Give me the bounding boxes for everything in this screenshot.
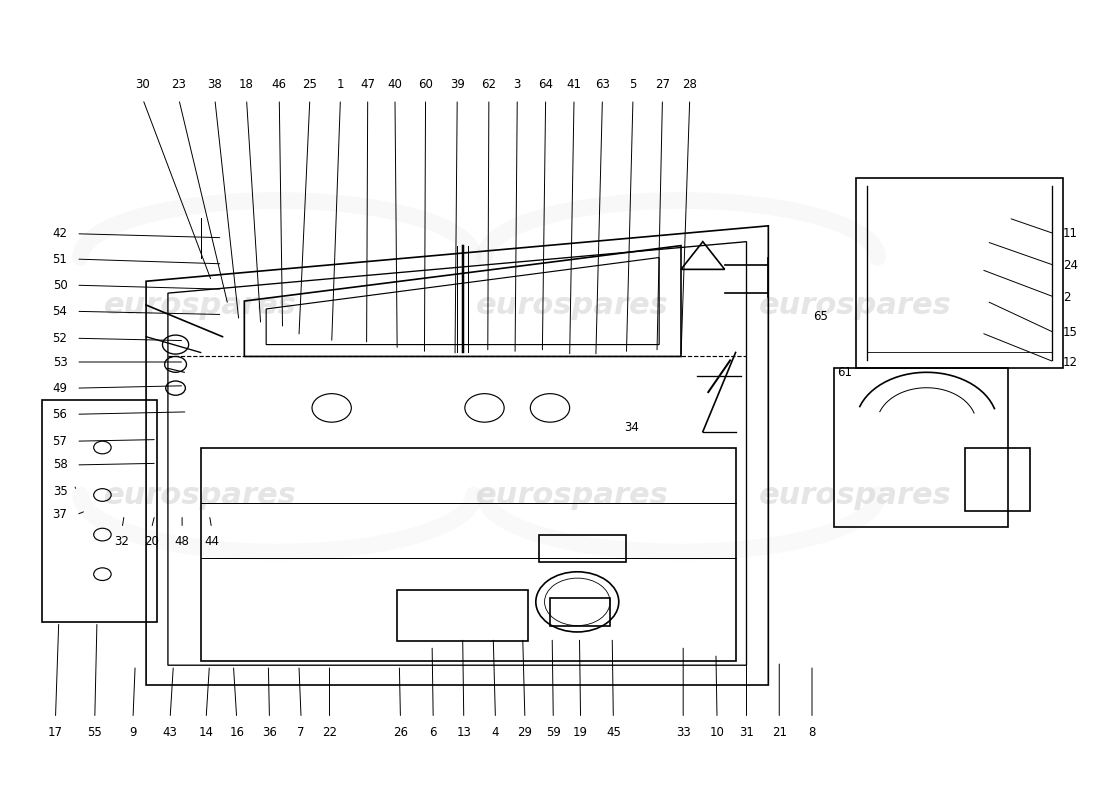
Text: 45: 45 (606, 726, 620, 739)
Text: 10: 10 (710, 726, 725, 739)
Text: 46: 46 (272, 78, 287, 91)
Text: 65: 65 (813, 310, 828, 323)
Text: 57: 57 (53, 434, 67, 448)
Text: 36: 36 (262, 726, 277, 739)
Text: 59: 59 (546, 726, 561, 739)
Text: 30: 30 (135, 78, 151, 91)
Text: 6: 6 (429, 726, 437, 739)
Text: 9: 9 (129, 726, 136, 739)
Text: 56: 56 (53, 408, 67, 421)
Text: 53: 53 (53, 355, 67, 369)
Text: 32: 32 (114, 534, 130, 547)
Text: 55: 55 (87, 726, 102, 739)
Text: 34: 34 (625, 422, 639, 434)
Text: 43: 43 (163, 726, 177, 739)
Text: 24: 24 (1063, 259, 1078, 272)
Text: 15: 15 (1063, 326, 1078, 339)
Text: 14: 14 (199, 726, 213, 739)
Text: eurospares: eurospares (759, 290, 952, 319)
Text: 44: 44 (205, 534, 219, 547)
Text: 2: 2 (1063, 290, 1070, 303)
Text: eurospares: eurospares (475, 481, 668, 510)
Text: 63: 63 (595, 78, 609, 91)
Text: 25: 25 (302, 78, 317, 91)
Text: 58: 58 (53, 458, 67, 471)
Text: 52: 52 (53, 332, 67, 345)
Text: 26: 26 (393, 726, 408, 739)
Text: 49: 49 (53, 382, 67, 394)
Text: 39: 39 (450, 78, 464, 91)
Text: 17: 17 (48, 726, 63, 739)
Text: 35: 35 (53, 485, 67, 498)
Text: 31: 31 (739, 726, 754, 739)
Text: 42: 42 (53, 227, 67, 240)
Text: eurospares: eurospares (475, 290, 668, 319)
Text: 7: 7 (297, 726, 305, 739)
Text: eurospares: eurospares (104, 290, 297, 319)
Bar (550, 598, 610, 626)
Text: 19: 19 (573, 726, 588, 739)
Text: 38: 38 (208, 78, 222, 91)
Text: eurospares: eurospares (104, 481, 297, 510)
Text: 50: 50 (53, 278, 67, 292)
Text: 48: 48 (175, 534, 189, 547)
Text: 54: 54 (53, 305, 67, 318)
Text: 27: 27 (654, 78, 670, 91)
Text: 22: 22 (322, 726, 337, 739)
Text: 33: 33 (675, 726, 691, 739)
Text: 37: 37 (53, 508, 67, 522)
Bar (397, 590, 528, 642)
Text: 13: 13 (456, 726, 471, 739)
Bar (834, 368, 1009, 526)
Text: 40: 40 (387, 78, 403, 91)
Text: 16: 16 (229, 726, 244, 739)
Text: 12: 12 (1063, 355, 1078, 369)
Text: 8: 8 (808, 726, 816, 739)
Text: 4: 4 (492, 726, 499, 739)
Text: 29: 29 (517, 726, 532, 739)
Text: 62: 62 (482, 78, 496, 91)
Text: 21: 21 (772, 726, 786, 739)
Text: 3: 3 (514, 78, 521, 91)
Bar (539, 534, 626, 562)
Text: 64: 64 (538, 78, 553, 91)
Bar (965, 447, 1031, 511)
Text: eurospares: eurospares (759, 481, 952, 510)
Text: 47: 47 (360, 78, 375, 91)
Text: 1: 1 (337, 78, 344, 91)
Text: 18: 18 (239, 78, 254, 91)
Text: 28: 28 (682, 78, 697, 91)
Text: 11: 11 (1063, 227, 1078, 240)
Text: 41: 41 (566, 78, 582, 91)
Text: 5: 5 (629, 78, 637, 91)
Text: 60: 60 (418, 78, 433, 91)
Text: 20: 20 (144, 534, 159, 547)
Text: 61: 61 (837, 366, 852, 378)
Text: 51: 51 (53, 253, 67, 266)
Text: 23: 23 (172, 78, 186, 91)
